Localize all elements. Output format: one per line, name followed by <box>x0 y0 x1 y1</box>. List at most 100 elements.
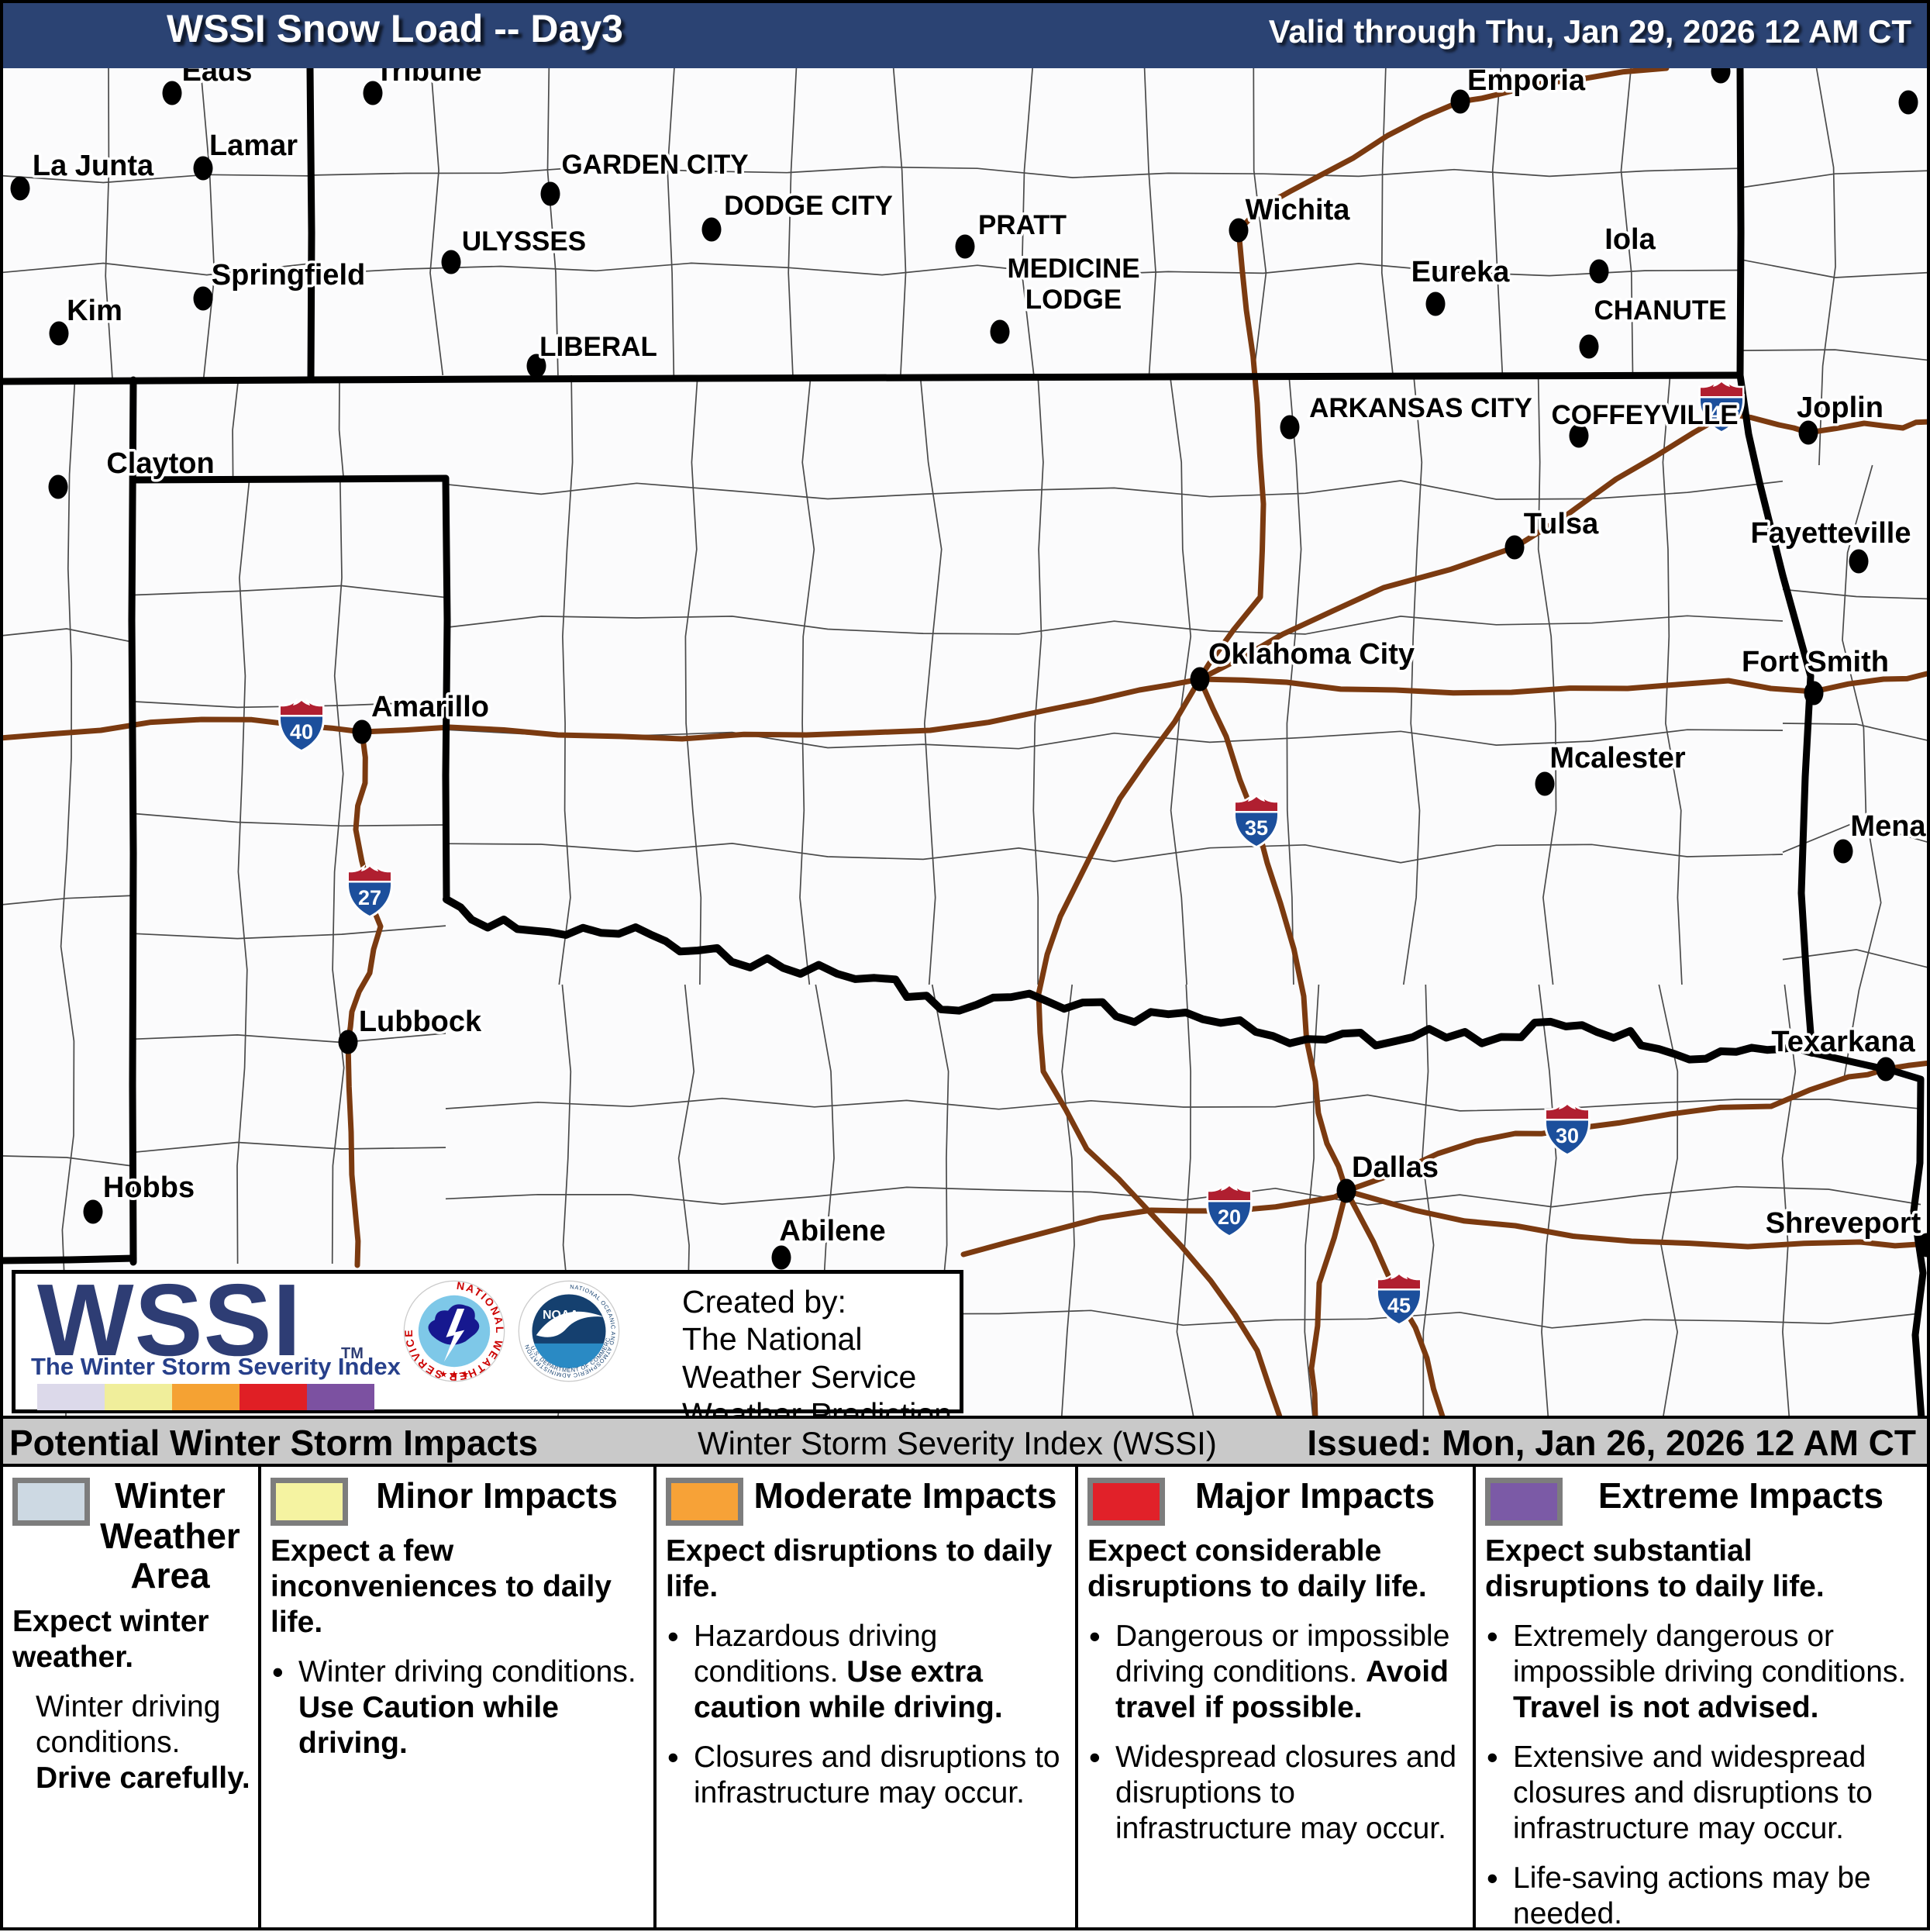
city-label: Mcalester <box>1549 742 1686 775</box>
state-border <box>0 1258 133 1261</box>
shield-number: 20 <box>1218 1206 1241 1229</box>
city-dot <box>1426 292 1446 316</box>
city-dot <box>1799 421 1818 445</box>
city-label: Oklahoma City <box>1208 638 1415 671</box>
bullet-bold-text: Travel is not advised. <box>1513 1691 1819 1724</box>
severity-strip-swatch-0 <box>37 1384 105 1410</box>
city-label: COFFEYVILLE <box>1551 400 1738 430</box>
legend-lead: Expect disruptions to daily life. <box>666 1534 1067 1605</box>
city-label: ULYSSES <box>462 226 586 257</box>
legend-bullet: •Extremely dangerous or impossible drivi… <box>1485 1619 1919 1726</box>
legend-title: Winter Weather Area <box>90 1476 250 1596</box>
city-dot <box>1191 668 1210 692</box>
city-dot <box>1505 536 1525 560</box>
legend-swatch <box>271 1478 348 1526</box>
legend-bullet: Winter driving conditions. Drive careful… <box>12 1689 250 1796</box>
bullet-text: Extensive and widespread closures and di… <box>1513 1741 1873 1845</box>
city-label: PRATT <box>978 210 1067 240</box>
city-label: Lamar <box>209 129 298 162</box>
city-label: Fort Smith <box>1742 646 1889 678</box>
severity-strip-swatch-2 <box>172 1384 240 1410</box>
city-label: Clayton <box>106 447 214 480</box>
bullet-marker: • <box>1089 1738 1101 1777</box>
bullet-marker: • <box>667 1617 679 1656</box>
shield-number: 30 <box>1556 1124 1579 1147</box>
city-label: ARKANSAS CITY <box>1309 393 1532 423</box>
bullet-marker: • <box>1487 1859 1498 1898</box>
shield-number: 27 <box>358 886 381 909</box>
legend-lead: Expect considerable disruptions to daily… <box>1087 1534 1465 1605</box>
city-dot <box>1804 681 1824 706</box>
legend-swatch <box>12 1478 90 1526</box>
city-dot <box>84 1200 103 1224</box>
bullet-bold-text: Drive carefully. <box>36 1761 250 1795</box>
bullet-text: Closures and disruptions to infrastructu… <box>694 1741 1060 1810</box>
wssi-severity-strip <box>37 1384 374 1410</box>
legend-title: Moderate Impacts <box>743 1476 1067 1516</box>
city-dot <box>50 322 69 346</box>
legend-column-major-impacts: Major Impacts Expect considerable disrupt… <box>1078 1467 1473 1927</box>
bullet-marker: • <box>1487 1738 1498 1777</box>
valid-through-label: Valid through Thu, Jan 29, 2026 12 AM CT <box>1269 13 1911 50</box>
city-label: Joplin <box>1797 392 1883 424</box>
city-dot <box>442 250 461 274</box>
legend-bullet: •Hazardous driving conditions. Use extra… <box>666 1619 1067 1726</box>
bullet-text: Widespread closures and disruptions to i… <box>1115 1741 1456 1845</box>
legend-lead: Expect substantial disruptions to daily … <box>1485 1534 1919 1605</box>
impact-legend: Winter Weather Area Expect winter weather… <box>0 1467 1930 1927</box>
legend-bullet: • Life-saving actions may be needed. <box>1485 1861 1919 1932</box>
city-label: Dallas <box>1352 1151 1439 1184</box>
state-border <box>446 478 447 899</box>
city-dot <box>339 1030 358 1054</box>
legend-lead: Expect a few inconveniences to daily lif… <box>271 1534 646 1640</box>
issued-label: Issued: Mon, Jan 26, 2026 12 AM CT <box>1307 1422 1916 1464</box>
city-label: La Junta <box>33 150 154 182</box>
shield-number: 45 <box>1387 1294 1411 1317</box>
noaa-label: NOAA <box>543 1309 579 1322</box>
city-dot <box>163 81 182 105</box>
city-dot <box>772 1246 791 1270</box>
severity-strip-swatch-3 <box>240 1384 307 1410</box>
legend-swatch <box>1485 1478 1563 1526</box>
city-dot <box>1580 335 1599 359</box>
noaa-logo-icon: NOAA NATIONAL OCEANIC AND ATMOSPHERIC AD… <box>518 1280 620 1382</box>
state-border <box>310 68 312 380</box>
city-label: LIBERAL <box>539 332 657 362</box>
legend-bullet: • Extensive and widespread closures and d… <box>1485 1740 1919 1847</box>
nws-stars: ★ ★ ★ <box>439 1368 470 1379</box>
city-dot <box>49 475 68 499</box>
city-dot <box>194 287 213 311</box>
legend-column-winter-weather-area: Winter Weather Area Expect winter weather… <box>3 1467 258 1927</box>
legend-lead: Expect winter weather. <box>12 1604 250 1675</box>
legend-title: Major Impacts <box>1165 1476 1465 1516</box>
city-dot <box>353 720 372 744</box>
created-by-line1: Created by: <box>682 1283 960 1320</box>
city-label: Mena <box>1850 810 1926 843</box>
city-dot <box>956 235 975 259</box>
city-label: Hobbs <box>103 1171 195 1204</box>
city-label: Springfield <box>212 259 365 292</box>
city-label: Emporia <box>1467 64 1586 97</box>
legend-title: Extreme Impacts <box>1563 1476 1919 1516</box>
city-label: Iola <box>1604 223 1656 256</box>
city-dot <box>541 182 560 206</box>
city-label: Tulsa <box>1524 508 1599 540</box>
bullet-text: Life-saving actions may be needed. <box>1513 1861 1871 1930</box>
bullet-marker: • <box>1089 1617 1101 1656</box>
bullet-marker: • <box>1487 1617 1498 1656</box>
title-bar: WSSI Snow Load -- Day3 Valid through Thu… <box>0 0 1930 68</box>
city-label: Eureka <box>1411 256 1511 288</box>
city-dot <box>1877 1057 1896 1082</box>
city-label: DODGE CITY <box>724 191 893 221</box>
wssi-tagline: The Winter Storm Severity Index <box>31 1353 401 1381</box>
city-label: Texarkana <box>1771 1026 1915 1058</box>
page-title: WSSI Snow Load -- Day3 <box>167 6 623 51</box>
shield-number: 40 <box>290 720 313 743</box>
legend-bullet: •Dangerous or impossible driving conditi… <box>1087 1619 1465 1726</box>
city-label: GARDEN CITY <box>561 150 748 180</box>
city-dot <box>702 218 722 242</box>
city-dot <box>1535 772 1555 796</box>
impacts-heading: Potential Winter Storm Impacts <box>9 1422 538 1464</box>
legend-bullet: •Winter driving conditions. Use Caution … <box>271 1654 646 1761</box>
